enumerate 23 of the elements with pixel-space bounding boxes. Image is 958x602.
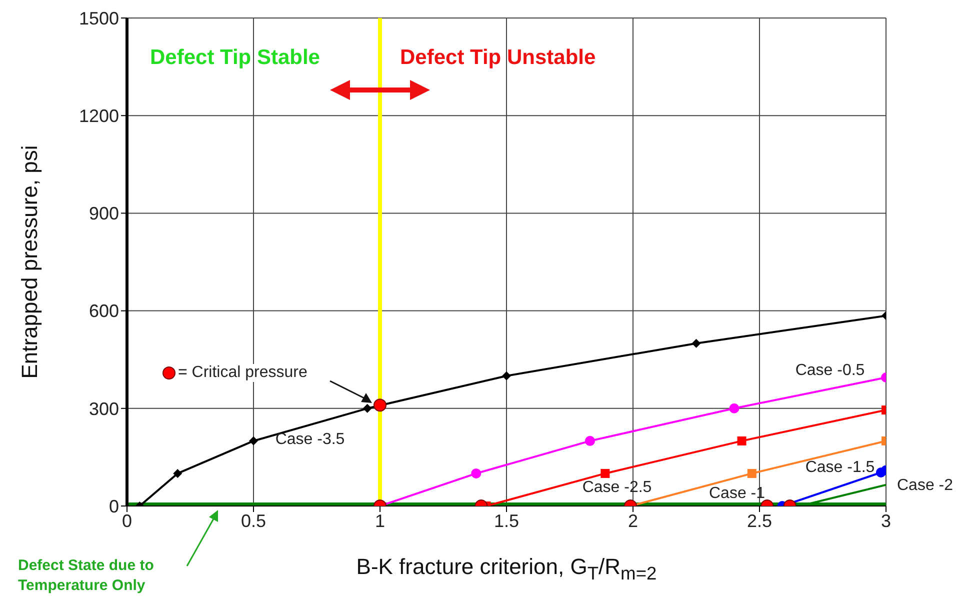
series-label: Case -0.5 [795, 362, 865, 380]
y-tick-label: 1500 [78, 8, 119, 28]
x-axis-title: B-K fracture criterion, G$_{T}$/R$_{m=2}$ [356, 554, 657, 584]
annotation: Defect Tip Stable [150, 46, 320, 70]
x-tick-label: 0.5 [240, 510, 266, 531]
y-tick-label: 900 [88, 204, 119, 224]
y-tick-label: 0 [108, 496, 119, 516]
y-axis-title: Entrapped pressure, psi [17, 145, 43, 379]
x-tick-label: 3 [880, 510, 892, 531]
x-tick-label: 2 [628, 510, 638, 531]
series-label: Case -1.5 [805, 459, 875, 477]
x-tick-label: 1.5 [494, 510, 520, 531]
y-tick-label: 300 [88, 398, 119, 419]
x-tick-label: 2.5 [746, 510, 772, 531]
y-tick-label: 600 [88, 301, 119, 322]
series-label: Case -2 [896, 477, 954, 495]
series-label: Case -3.5 [275, 431, 345, 449]
legend-label: = Critical pressure [178, 364, 308, 382]
text: Defect State due to Temperature Only [18, 556, 155, 596]
annotation: Defect Tip Unstable [400, 46, 596, 70]
y-tick-label: 1200 [78, 106, 119, 126]
x-tick-label: 1 [374, 510, 386, 531]
x-tick-label: 0 [122, 510, 132, 531]
